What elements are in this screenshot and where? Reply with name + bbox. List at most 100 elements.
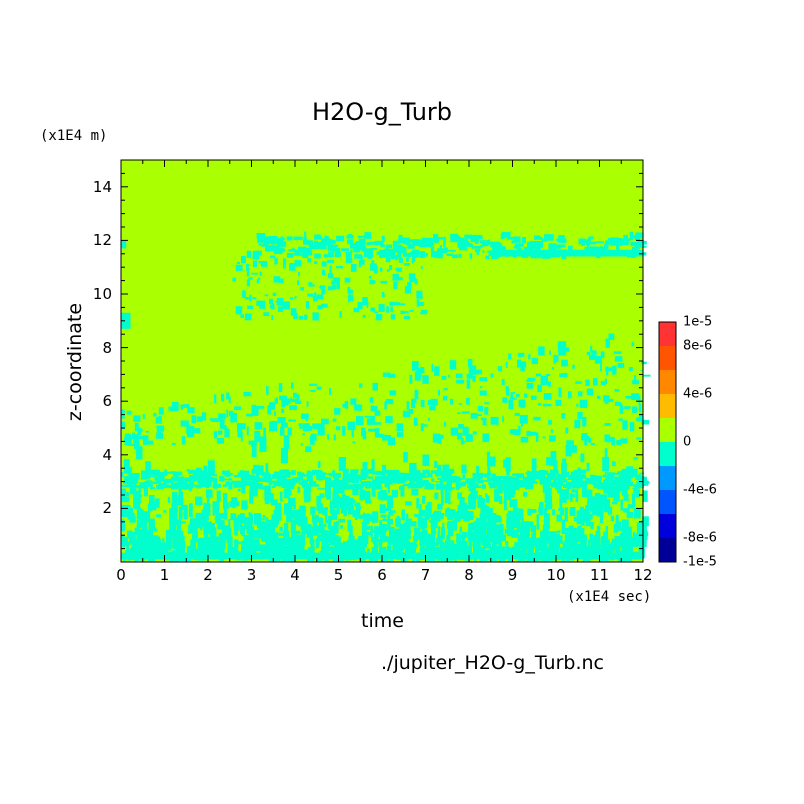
heatmap-cell [385, 416, 393, 423]
heatmap-cell [613, 490, 620, 502]
heatmap-cell [269, 493, 274, 503]
x-tick-label: 2 [203, 566, 213, 584]
heatmap-cell [297, 486, 301, 493]
heatmap-cell [487, 472, 492, 477]
heatmap-cell [254, 437, 261, 443]
heatmap-cell [372, 547, 378, 554]
heatmap-cell [318, 503, 323, 514]
heatmap-cell [362, 314, 366, 318]
heatmap-cell [548, 543, 552, 556]
heatmap-cell [350, 264, 357, 272]
heatmap-cell [522, 491, 528, 497]
heatmap-cell [465, 510, 470, 520]
heatmap-cell [291, 527, 295, 538]
heatmap-cell [381, 536, 389, 543]
y-tick-label: 2 [102, 499, 112, 518]
heatmap-cell [476, 465, 480, 477]
heatmap-cell [289, 419, 292, 422]
heatmap-cell [302, 252, 309, 258]
heatmap-cell [252, 485, 264, 489]
heatmap-cell [357, 235, 368, 238]
heatmap-cell [438, 510, 442, 519]
heatmap-cell [536, 514, 540, 530]
heatmap-cell [277, 478, 281, 481]
heatmap-cell [379, 504, 386, 513]
heatmap-cell [303, 236, 307, 244]
heatmap-cell [596, 395, 601, 399]
heatmap-cell [252, 297, 257, 300]
heatmap-cell [138, 436, 145, 440]
heatmap-cell [306, 470, 312, 476]
heatmap-cell [303, 247, 312, 254]
heatmap-cell [237, 261, 241, 265]
heatmap-cell [162, 542, 170, 548]
heatmap-cell [157, 542, 162, 547]
heatmap-cell [612, 472, 620, 475]
heatmap-cell [418, 239, 424, 242]
heatmap-cell [171, 442, 176, 446]
heatmap-cell [206, 495, 210, 510]
heatmap-cell [479, 240, 490, 244]
heatmap-cell [340, 504, 347, 514]
heatmap-cell [381, 292, 385, 298]
heatmap-cell [442, 478, 447, 482]
heatmap-cell [240, 432, 243, 442]
heatmap-cell [269, 245, 280, 251]
heatmap-cell [502, 397, 508, 403]
heatmap-cell [172, 474, 179, 477]
heatmap-cell [591, 350, 597, 356]
heatmap-cell [426, 533, 430, 548]
heatmap-cell [502, 416, 504, 422]
heatmap-cell [256, 546, 262, 552]
heatmap-cell [444, 421, 447, 427]
heatmap-cell [625, 486, 630, 490]
heatmap-cell [403, 316, 411, 320]
heatmap-cell [553, 354, 557, 364]
heatmap-cell [370, 482, 374, 487]
heatmap-cell [342, 403, 348, 408]
heatmap-cell [458, 424, 464, 429]
heatmap-cell [511, 240, 514, 244]
heatmap-cell [332, 470, 336, 475]
heatmap-cell [203, 514, 209, 521]
heatmap-cell [600, 351, 605, 359]
heatmap-cell [252, 260, 258, 267]
heatmap-cell [639, 472, 645, 475]
heatmap-cell [263, 312, 270, 316]
heatmap-cell [172, 492, 178, 508]
heatmap-cell [375, 433, 384, 438]
heatmap-cell [371, 472, 376, 475]
heatmap-cell [178, 486, 182, 494]
heatmap-cell [271, 303, 275, 310]
heatmap-cell [188, 503, 193, 518]
heatmap-cell [171, 485, 179, 490]
heatmap-cell [498, 366, 503, 372]
heatmap-cell [308, 547, 311, 551]
heatmap-cell [506, 521, 515, 537]
heatmap-cell [638, 395, 641, 405]
heatmap-cell [219, 533, 226, 544]
heatmap-cell [422, 454, 430, 467]
heatmap-cell [513, 477, 520, 491]
heatmap-cell [317, 430, 325, 436]
heatmap-cell [544, 485, 549, 488]
heatmap-cell [152, 481, 162, 484]
heatmap-cell [129, 481, 137, 495]
heatmap-cell [163, 509, 167, 513]
heatmap-cell [422, 424, 428, 427]
heatmap-cell [638, 413, 644, 418]
heatmap-cell [628, 238, 633, 241]
heatmap-cell [564, 542, 572, 552]
heatmap-cell [353, 307, 360, 313]
heatmap-cell [310, 389, 316, 392]
heatmap-cell [289, 297, 294, 300]
heatmap-cell [141, 473, 148, 478]
heatmap-cell [291, 536, 299, 552]
heatmap-cell [251, 443, 255, 447]
heatmap-cell [489, 482, 500, 486]
heatmap-cell [428, 482, 432, 488]
heatmap-cell [346, 505, 352, 511]
heatmap-cell [487, 477, 495, 482]
heatmap-cell [556, 530, 561, 533]
heatmap-cell [540, 536, 547, 545]
